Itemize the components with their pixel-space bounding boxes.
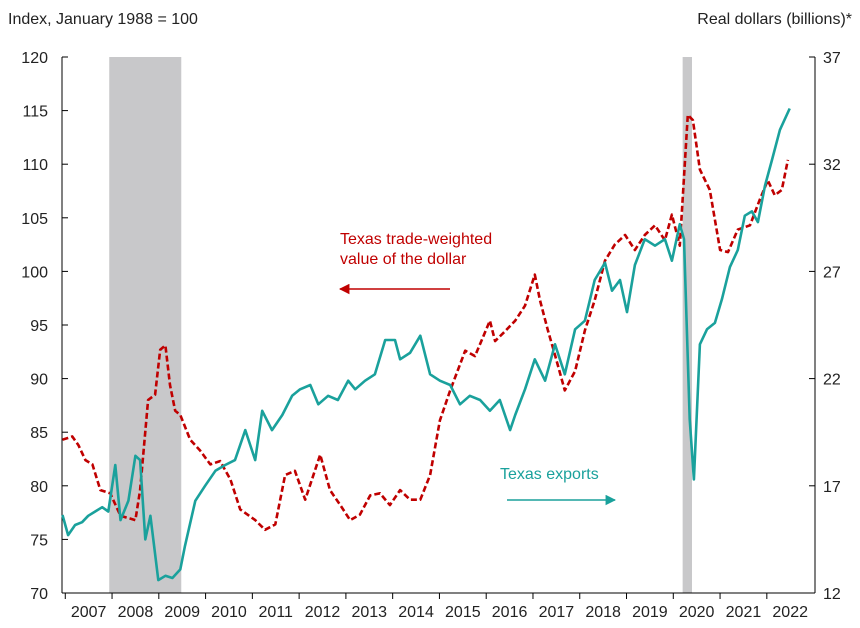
y-tick-label: 100: [21, 264, 48, 281]
y2-tick-label: 22: [823, 372, 841, 389]
annotation-text: value of the dollar: [340, 251, 467, 268]
x-tick-label: 2022: [772, 604, 808, 621]
x-tick-label: 2015: [445, 604, 481, 621]
foreground-layer: 70 75 80 85 90 95 100 105 110 115 120 12 17 22 27 32 37 2…: [21, 50, 841, 621]
y2-axis-label: Real dollars (billions)*: [697, 11, 852, 28]
x-tick-label: 2020: [679, 604, 715, 621]
x-tick-label: 2019: [632, 604, 668, 621]
y-tick-label: 110: [22, 157, 48, 174]
x-tick-label: 2021: [726, 604, 762, 621]
y2-tick-label: 27: [823, 264, 841, 281]
y-tick-label: 85: [30, 425, 48, 442]
y-tick-label: 115: [22, 104, 48, 121]
y-tick-label: 105: [21, 211, 48, 228]
series-line: [62, 113, 790, 532]
x-tick-label: 2013: [351, 604, 387, 621]
annotation-text: Texas exports: [500, 466, 599, 483]
x-tick-label: 2008: [118, 604, 154, 621]
y2-tick-label: 37: [823, 50, 841, 67]
y-tick-label: 70: [30, 586, 48, 603]
x-tick-label: 2007: [71, 604, 107, 621]
x-tick-label: 2016: [492, 604, 528, 621]
y-tick-label: 120: [21, 50, 48, 67]
x-tick-label: 2012: [305, 604, 341, 621]
x-tick-label: 2017: [539, 604, 575, 621]
y-axis-label: Index, January 1988 = 100: [8, 11, 198, 28]
y2-tick-label: 17: [823, 479, 841, 496]
y2-tick-label: 32: [823, 157, 841, 174]
y-tick-label: 95: [30, 318, 48, 335]
annotation-text: Texas trade-weighted: [340, 231, 492, 248]
x-tick-label: 2011: [259, 604, 294, 621]
x-tick-label: 2018: [585, 604, 621, 621]
y-tick-label: 90: [30, 372, 48, 389]
series-line: [61, 107, 791, 582]
x-tick-label: 2009: [164, 604, 200, 621]
y2-tick-label: 12: [823, 586, 841, 603]
x-tick-label: 2014: [398, 604, 434, 621]
y-tick-label: 75: [30, 532, 48, 549]
recession-band: [109, 57, 182, 593]
y-tick-label: 80: [30, 479, 48, 496]
x-tick-label: 2010: [211, 604, 247, 621]
background-layer: [109, 57, 692, 593]
